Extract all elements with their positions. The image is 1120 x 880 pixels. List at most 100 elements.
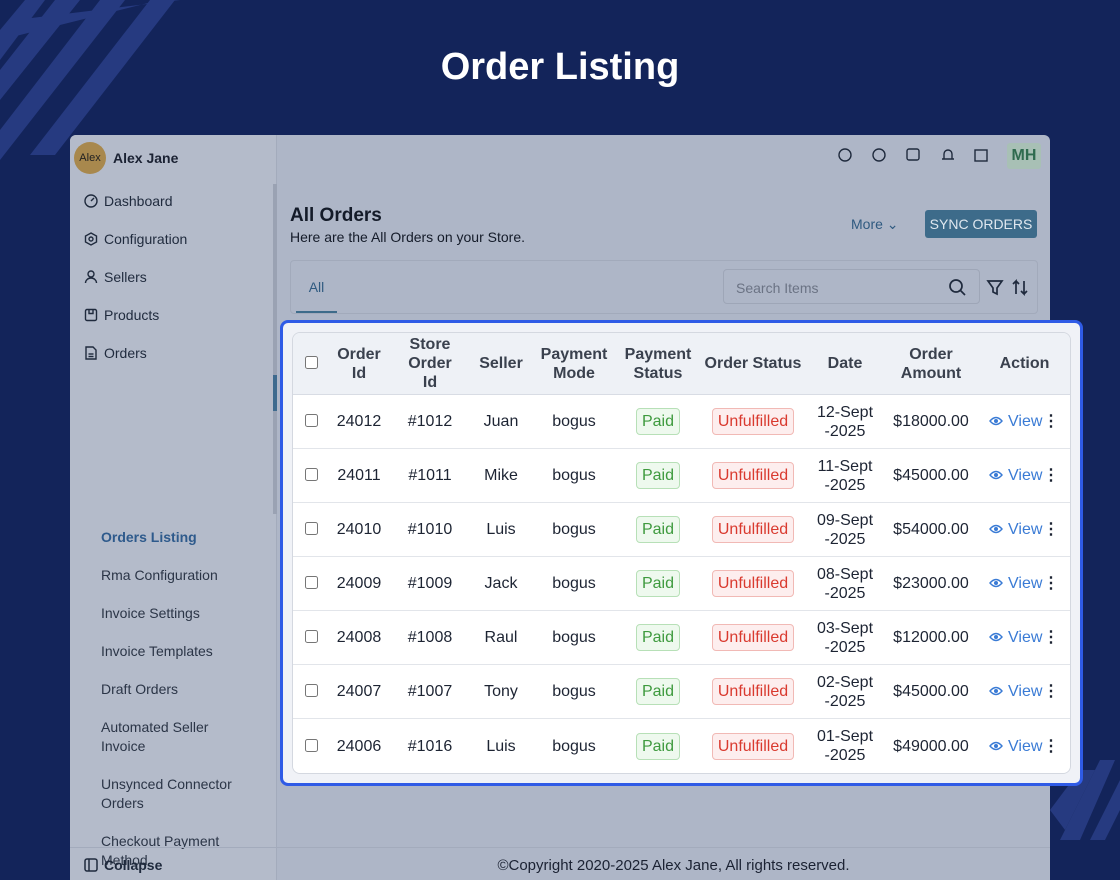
select-cell xyxy=(293,503,329,557)
nav-label: Products xyxy=(104,307,160,323)
row-menu[interactable]: ⋮ xyxy=(1043,413,1059,430)
table-cell: Luis xyxy=(471,719,531,773)
subnav-item[interactable]: Unsynced Connector Orders xyxy=(101,775,232,811)
view-label: View xyxy=(1008,521,1043,538)
subnav-item[interactable]: Invoice Settings xyxy=(101,604,200,621)
table-cell: View ⋮ xyxy=(979,719,1070,773)
view-link[interactable]: View xyxy=(989,629,1042,646)
table-cell: 03-Sept -2025 xyxy=(807,611,883,665)
row-checkbox[interactable] xyxy=(305,630,318,643)
nav-item[interactable]: Dashboard xyxy=(84,193,173,209)
subnav-item[interactable]: Automated Seller Invoice xyxy=(101,718,209,754)
date-text: 09-Sept -2025 xyxy=(816,511,874,548)
row-checkbox[interactable] xyxy=(305,576,318,589)
account-initials[interactable]: MH xyxy=(1007,143,1041,169)
table-cell: 24011 xyxy=(329,449,389,503)
column-header: Seller xyxy=(471,333,531,395)
payment-badge: Paid xyxy=(635,678,681,705)
nav-item[interactable]: Sellers xyxy=(84,269,147,285)
view-link[interactable]: View xyxy=(989,683,1042,700)
table-cell: View ⋮ xyxy=(979,665,1070,719)
date-text: 02-Sept -2025 xyxy=(816,673,874,710)
nav-item[interactable]: Orders xyxy=(84,345,147,361)
date-text: 03-Sept -2025 xyxy=(816,619,874,656)
view-link[interactable]: View xyxy=(989,467,1042,484)
table-cell: Paid xyxy=(617,395,699,449)
table-row: 24008 #1008 Raul bogus Paid Unfulfilled 03-Sep… xyxy=(293,611,1070,665)
table-cell: 09-Sept -2025 xyxy=(807,503,883,557)
table-cell: $49000.00 xyxy=(883,719,979,773)
more-button[interactable]: More ⌄ xyxy=(851,216,899,232)
table-cell: $23000.00 xyxy=(883,557,979,611)
collapse-button[interactable]: Collapse xyxy=(84,857,162,873)
table-cell: Tony xyxy=(471,665,531,719)
row-checkbox[interactable] xyxy=(305,414,318,427)
subnav-item[interactable]: Draft Orders xyxy=(101,680,179,697)
payment-badge: Paid xyxy=(635,570,681,597)
topbar-icons[interactable] xyxy=(835,147,1005,167)
date-text: 01-Sept -2025 xyxy=(816,728,874,764)
table-row: 24012 #1012 Juan bogus Paid Unfulfilled 12-Sep… xyxy=(293,395,1070,449)
nav-item[interactable]: Configuration xyxy=(84,231,187,247)
view-link[interactable]: View xyxy=(989,738,1042,755)
table-cell: $12000.00 xyxy=(883,611,979,665)
select-cell xyxy=(293,611,329,665)
table-cell: View ⋮ xyxy=(979,557,1070,611)
table-row: 24010 #1010 Luis bogus Paid Unfulfilled 09-Sep… xyxy=(293,503,1070,557)
view-link[interactable]: View xyxy=(989,575,1042,592)
table-cell: Jack xyxy=(471,557,531,611)
table-cell: #1009 xyxy=(389,557,471,611)
date-text: 12-Sept -2025 xyxy=(816,403,874,440)
search-input[interactable]: Search Items xyxy=(723,269,980,304)
table-cell: Unfulfilled xyxy=(699,449,807,503)
table-cell: View ⋮ xyxy=(979,611,1070,665)
main-subtitle: Here are the All Orders on your Store. xyxy=(290,229,525,245)
status-badge: Unfulfilled xyxy=(711,408,795,435)
view-link[interactable]: View xyxy=(989,521,1042,538)
row-menu[interactable]: ⋮ xyxy=(1043,737,1059,755)
subnav-item[interactable]: Invoice Templates xyxy=(101,642,213,659)
scrollbar xyxy=(273,184,277,514)
select-cell xyxy=(293,395,329,449)
table-cell: Paid xyxy=(617,611,699,665)
table-cell: bogus xyxy=(531,665,617,719)
table-cell: View ⋮ xyxy=(979,503,1070,557)
subnav-item[interactable]: Orders Listing xyxy=(101,528,197,545)
row-checkbox[interactable] xyxy=(305,738,318,752)
row-menu[interactable]: ⋮ xyxy=(1043,521,1059,538)
table-cell: 12-Sept -2025 xyxy=(807,395,883,449)
search-filter-sort-icons[interactable] xyxy=(948,278,1038,298)
payment-badge: Paid xyxy=(635,462,681,489)
select-cell xyxy=(293,719,329,773)
table-cell: #1012 xyxy=(389,395,471,449)
table-cell: Paid xyxy=(617,557,699,611)
row-menu[interactable]: ⋮ xyxy=(1043,629,1059,646)
table-cell: 01-Sept -2025 xyxy=(807,719,883,773)
nav-item[interactable]: Products xyxy=(84,307,159,323)
page-title: Order Listing xyxy=(440,46,680,88)
row-menu[interactable]: ⋮ xyxy=(1043,575,1059,592)
row-checkbox[interactable] xyxy=(305,522,318,535)
row-menu[interactable]: ⋮ xyxy=(1043,683,1059,700)
table-cell: bogus xyxy=(531,395,617,449)
row-checkbox[interactable] xyxy=(305,684,318,697)
table-cell: Unfulfilled xyxy=(699,611,807,665)
row-menu[interactable]: ⋮ xyxy=(1043,467,1059,484)
subnav-item[interactable]: Rma Configuration xyxy=(101,566,218,583)
table-cell: Unfulfilled xyxy=(699,395,807,449)
table-cell: Unfulfilled xyxy=(699,719,807,773)
table-cell: #1008 xyxy=(389,611,471,665)
subnav-item[interactable]: Checkout Payment Method xyxy=(101,832,220,868)
tab-all[interactable]: All xyxy=(296,279,337,313)
view-link[interactable]: View xyxy=(989,413,1042,430)
row-checkbox[interactable] xyxy=(305,468,318,481)
table-cell: Raul xyxy=(471,611,531,665)
table-cell: Paid xyxy=(617,449,699,503)
select-all-checkbox[interactable] xyxy=(305,356,318,369)
date-text: 11-Sept -2025 xyxy=(817,457,873,494)
nav-label: Sellers xyxy=(104,269,147,285)
sync-button[interactable]: SYNC ORDERS xyxy=(925,210,1037,238)
nav-label: Configuration xyxy=(104,231,188,247)
table-wrapper: Order Id Store Order Id Seller Payment Mode… xyxy=(292,332,1071,774)
